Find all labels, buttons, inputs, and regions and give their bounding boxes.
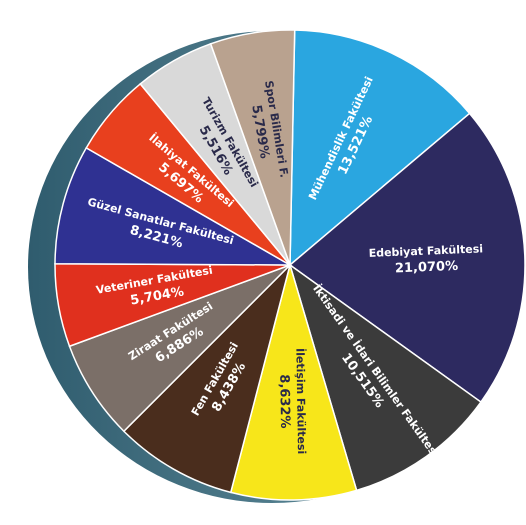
category-label: Edebiyat Fakültesi [368,242,483,259]
pie-slice [289,29,471,267]
pie-slice [122,262,292,494]
pie-slice [209,29,296,266]
pie-slice [54,146,293,266]
category-label: İletişim Fakültesi [293,348,309,454]
pie-slice [288,112,526,404]
pie-slice [229,262,358,501]
pie-slice [288,263,482,492]
value-label: 8,632% [276,374,292,428]
value-label: 21,070% [395,259,459,276]
